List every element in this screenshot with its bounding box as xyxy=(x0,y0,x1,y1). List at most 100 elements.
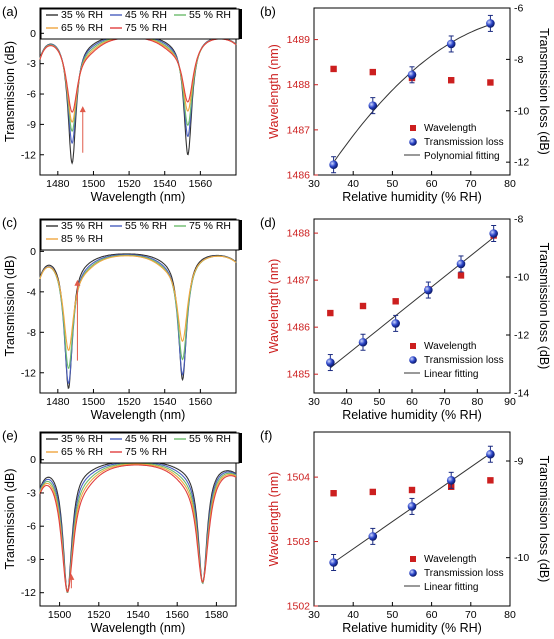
legend-label: Wavelength xyxy=(424,554,476,565)
y-tick-label: 0 xyxy=(30,246,36,258)
panel-label: (a) xyxy=(2,4,18,19)
legend-label: 55 % RH xyxy=(189,433,231,445)
legend-label: 35 % RH xyxy=(61,220,103,232)
y-tick-label: -3 xyxy=(27,487,36,499)
panel-3: 30 40 50 60 70 80 90 1485 1486 1487 1488 -14 -12 -10 -… xyxy=(260,214,551,423)
series-line xyxy=(39,36,237,133)
series-line xyxy=(39,255,237,351)
y-axis-label: Wavelength (nm) xyxy=(267,259,281,354)
x-tick-label: 1560 xyxy=(189,396,213,408)
x-axis-label: Wavelength (nm) xyxy=(91,621,186,635)
x-tick-label: 60 xyxy=(426,609,438,621)
x-tick-label: 70 xyxy=(439,396,451,408)
legend-shadow xyxy=(239,9,242,39)
wavelength-marker xyxy=(457,272,465,279)
y-tick-label: -12 xyxy=(21,367,36,379)
x-tick-label: 80 xyxy=(504,178,516,190)
fit-line xyxy=(330,236,494,369)
y2-tick-label: -10 xyxy=(514,105,529,117)
y-tick-label: 1487 xyxy=(287,124,311,136)
wavelength-marker xyxy=(327,309,334,317)
y-tick-label: -12 xyxy=(21,149,36,161)
wavelength-marker xyxy=(359,302,367,310)
loss-marker xyxy=(407,70,417,80)
panel-5: 30 40 50 60 70 80 1502 1503 1504 -10 -9 Wavelength T… xyxy=(260,428,551,635)
y-tick-label: -3 xyxy=(27,58,36,70)
y2-tick-label: -6 xyxy=(514,3,523,15)
y2-tick-label: -12 xyxy=(514,157,529,169)
y-axis-label: Transmission (dB) xyxy=(3,256,17,357)
wavelength-marker xyxy=(330,490,337,497)
panel-label: (c) xyxy=(2,215,17,230)
y-tick-label: 1488 xyxy=(287,79,311,91)
legend-label: 35 % RH xyxy=(61,433,103,445)
y-tick-label: 1488 xyxy=(287,228,311,240)
loss-marker xyxy=(486,19,495,28)
legend-label: 75 % RH xyxy=(125,446,167,458)
legend-label: 45 % RH xyxy=(125,433,167,445)
y-tick-label: -6 xyxy=(27,521,36,533)
x-tick-label: 1560 xyxy=(189,178,213,190)
legend-label: 55 % RH xyxy=(189,9,231,21)
y-tick-label: 1485 xyxy=(287,369,311,381)
panel-label: (f) xyxy=(260,428,272,443)
loss-marker xyxy=(326,358,335,367)
legend-box xyxy=(40,219,240,251)
series-line xyxy=(39,37,237,113)
panel-1: 30 40 50 60 70 80 1486 1487 1488 1489 -12 -10 -8 -6 Wa… xyxy=(260,3,551,205)
series-line xyxy=(39,35,237,145)
x-tick-label: 1520 xyxy=(117,178,141,190)
loss-marker xyxy=(391,319,400,328)
legend-shadow xyxy=(239,220,242,250)
loss-marker xyxy=(446,476,456,485)
panel-4: 35 % RH 45 % RH 55 % RH 65 % RH 75 % RH 1500 1… xyxy=(2,428,242,635)
x-tick-label: 40 xyxy=(347,609,359,621)
x-tick-label: 40 xyxy=(341,396,353,408)
y-tick-label: -9 xyxy=(27,119,36,131)
humidity-arrow-head xyxy=(74,279,81,286)
y-tick-label: -9 xyxy=(27,554,36,566)
x-tick-label: 1480 xyxy=(46,396,70,408)
y-tick-label: -12 xyxy=(21,587,36,599)
y-axis-label: Wavelength (nm) xyxy=(267,44,281,139)
x-tick-label: 1500 xyxy=(82,178,106,190)
y2-tick-label: -9 xyxy=(514,456,523,468)
series-line xyxy=(39,464,237,593)
legend-label: Transmission loss xyxy=(424,568,504,579)
loss-marker xyxy=(407,502,417,511)
y2-tick-label: -8 xyxy=(514,54,523,66)
legend-box xyxy=(40,432,240,464)
plot-frame xyxy=(313,7,511,176)
y2-tick-label: -12 xyxy=(514,330,529,342)
x-tick-label: 1580 xyxy=(205,609,229,621)
x-tick-label: 1500 xyxy=(82,396,106,408)
y-axis-label: Transmission (dB) xyxy=(3,41,17,142)
legend-label: 65 % RH xyxy=(61,22,103,34)
legend-box xyxy=(40,8,240,40)
loss-marker xyxy=(329,558,338,567)
y-tick-label: 1502 xyxy=(287,601,311,613)
loss-marker xyxy=(456,259,466,269)
loss-marker xyxy=(486,449,495,459)
panel-0: 35 % RH 45 % RH 55 % RH 65 % RH 75 % RH 1480 1… xyxy=(2,4,242,204)
y-axis-label: Wavelength (nm) xyxy=(267,472,281,567)
wavelength-marker xyxy=(369,68,376,76)
y-tick-label: 0 xyxy=(30,454,36,466)
x-tick-label: 70 xyxy=(465,178,477,190)
x-tick-label: 30 xyxy=(308,609,320,621)
plot-frame xyxy=(39,7,237,176)
legend-label: Transmission loss xyxy=(424,355,504,366)
plot-frame xyxy=(39,218,237,394)
legend-swatch xyxy=(410,125,416,131)
y2-axis-label: Transmission loss (dB) xyxy=(537,243,551,370)
x-tick-label: 80 xyxy=(471,396,483,408)
humidity-arrow-head xyxy=(68,573,75,580)
loss-marker xyxy=(329,160,338,170)
x-axis-label: Relative humidity (% RH) xyxy=(342,408,482,422)
x-axis-label: Relative humidity (% RH) xyxy=(342,190,482,204)
y2-tick-label: -10 xyxy=(514,552,529,564)
wavelength-marker xyxy=(392,298,399,305)
x-axis-label: Wavelength (nm) xyxy=(91,408,186,422)
y2-tick-label: -14 xyxy=(514,388,529,400)
